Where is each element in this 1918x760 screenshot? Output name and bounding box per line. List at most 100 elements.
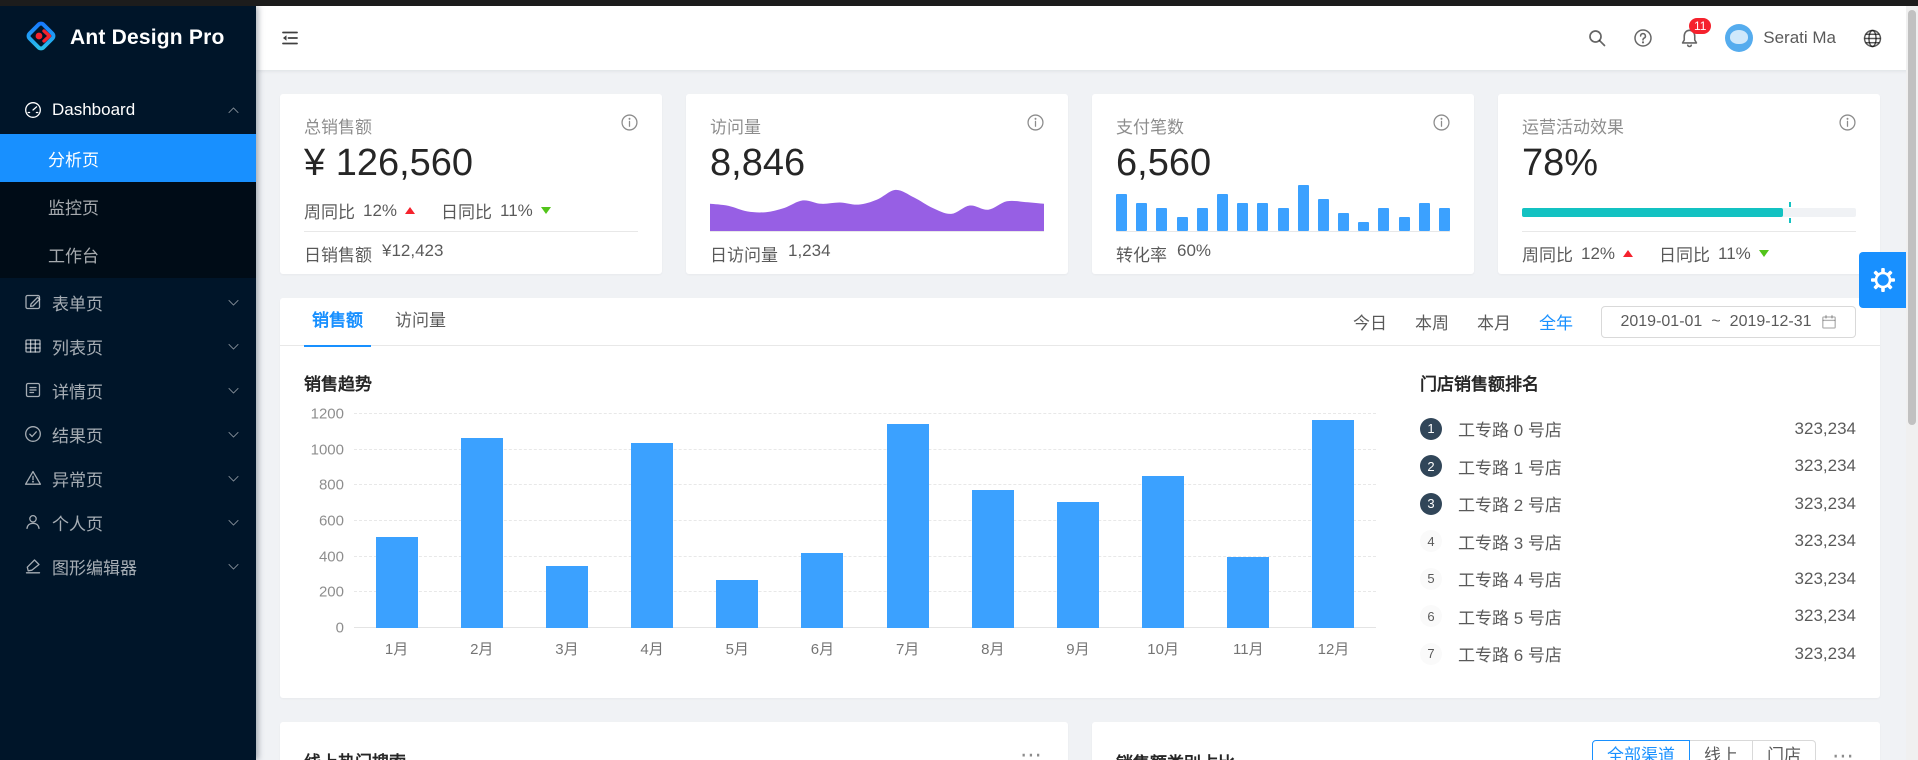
sales-bar[interactable]	[631, 442, 674, 628]
notification-bell-icon[interactable]: 11	[1669, 6, 1712, 70]
stat-value: 8,846	[710, 142, 806, 184]
stat-title: 支付笔数	[1116, 117, 1184, 137]
y-axis-label: 800	[318, 476, 344, 494]
range-link[interactable]: 今日	[1353, 314, 1387, 333]
ranking-row: 3 工专路 2 号店 323,234	[1420, 485, 1856, 523]
profile-icon	[24, 381, 42, 399]
help-icon[interactable]	[1623, 6, 1663, 70]
x-axis-label: 8月	[981, 640, 1005, 658]
x-axis-label: 4月	[640, 640, 664, 658]
sidebar-item-个人页[interactable]: 个人页	[0, 502, 256, 542]
sales-bar[interactable]	[1227, 556, 1270, 628]
channel-filter-线上[interactable]: 线上	[1690, 740, 1753, 760]
ranking-row: 2 工专路 1 号店 323,234	[1420, 448, 1856, 486]
store-name: 工专路 2 号店	[1458, 496, 1562, 516]
mini-bar	[1257, 203, 1269, 231]
info-icon[interactable]	[621, 114, 638, 136]
chevron-down-icon	[228, 558, 239, 570]
gridline: 1200	[311, 406, 1376, 423]
user-name: Serati Ma	[1763, 28, 1836, 47]
sales-bar[interactable]	[716, 579, 759, 628]
stat-title: 总销售额	[304, 117, 372, 137]
gridline: 1000	[311, 441, 1376, 458]
sidebar-subitem[interactable]: 分析页	[0, 134, 256, 182]
sales-category-title: 销售额类别占比	[1116, 749, 1235, 760]
range-link[interactable]: 全年	[1539, 314, 1573, 333]
trend-week: 周同比 12%	[1522, 241, 1634, 266]
caret-up-icon	[1623, 250, 1634, 257]
channel-filter-全部渠道[interactable]: 全部渠道	[1592, 740, 1690, 760]
sales-bar[interactable]	[1142, 476, 1185, 628]
sales-bar[interactable]	[1056, 502, 1099, 628]
table-icon	[24, 337, 42, 355]
store-name: 工专路 1 号店	[1458, 458, 1562, 478]
x-axis-label: 6月	[810, 640, 835, 658]
stat-value: 78%	[1522, 142, 1599, 184]
mini-bar	[1176, 217, 1188, 231]
app-logo[interactable]: Ant Design Pro	[0, 6, 256, 70]
sales-bar[interactable]	[1312, 420, 1355, 628]
sidebar-subitem[interactable]: 监控页	[48, 198, 99, 218]
y-axis-label: 400	[318, 548, 344, 566]
stat-card-activity-effect: 运营活动效果 78% 周同比 12%	[1498, 94, 1880, 274]
info-icon[interactable]	[1027, 114, 1044, 136]
date-range-picker[interactable]: 2019-01-01 ~ 2019-12-31	[1601, 305, 1856, 338]
ranking-row: 4 工专路 3 号店 323,234	[1420, 523, 1856, 561]
store-name: 工专路 4 号店	[1458, 571, 1562, 591]
ant-design-logo-icon	[24, 19, 58, 58]
info-icon[interactable]	[1839, 114, 1856, 136]
sidebar-subitem[interactable]: 工作台	[48, 246, 99, 266]
rank-badge: 6	[1420, 605, 1442, 628]
range-link[interactable]: 本月	[1477, 314, 1511, 333]
sales-bar[interactable]	[545, 565, 588, 628]
caret-up-icon	[405, 207, 416, 214]
y-axis-label: 1000	[310, 441, 344, 459]
store-sales-value: 323,234	[1794, 531, 1856, 551]
sidebar-item-图形编辑器[interactable]: 图形编辑器	[0, 546, 256, 586]
sales-bar[interactable]	[375, 537, 418, 628]
range-link[interactable]: 本周	[1415, 314, 1449, 333]
sales-bar[interactable]	[886, 423, 929, 628]
visits-mini-area-chart	[710, 189, 1044, 231]
channel-filter-门店[interactable]: 门店	[1753, 740, 1816, 760]
sidebar-item-表单页[interactable]: 表单页	[0, 282, 256, 322]
info-icon[interactable]	[1433, 114, 1450, 136]
search-icon[interactable]	[1577, 6, 1617, 70]
more-icon[interactable]: ⋯	[1832, 743, 1856, 760]
chevron-down-icon	[228, 338, 239, 350]
sales-bar[interactable]	[971, 489, 1014, 628]
stat-footer-value: 1,234	[788, 241, 831, 260]
account-menu[interactable]: Serati Ma	[1715, 6, 1846, 70]
sidebar-item-结果页[interactable]: 结果页	[0, 414, 256, 454]
sidebar-item-dashboard[interactable]: Dashboard	[0, 90, 256, 130]
theme-settings-button[interactable]	[1859, 252, 1906, 308]
store-ranking-list: 1 工专路 0 号店 323,234 2 工专路 1 号店 323,234 3 工专…	[1420, 410, 1856, 673]
sidebar-item-列表页[interactable]: 列表页	[0, 326, 256, 366]
stat-card-row: 总销售额 ¥ 126,560 周同比 12% 日同比 11%	[280, 94, 1880, 274]
store-sales-value: 323,234	[1794, 456, 1856, 476]
hot-search-card: 线上热门搜索 ⋯	[280, 722, 1068, 760]
rank-badge: 1	[1420, 417, 1442, 440]
more-icon[interactable]: ⋯	[1020, 742, 1044, 760]
scrollbar-thumb[interactable]	[1908, 10, 1916, 425]
page-scrollbar[interactable]	[1906, 6, 1918, 760]
sidebar-item-异常页[interactable]: 异常页	[0, 458, 256, 498]
sales-bar[interactable]	[801, 553, 844, 628]
y-axis-label: 1200	[310, 405, 344, 423]
caret-down-icon	[540, 207, 551, 214]
menu-fold-icon[interactable]	[256, 6, 324, 70]
sales-bar[interactable]	[460, 438, 503, 628]
stat-footer-label: 日销售额	[304, 246, 372, 265]
stat-footer-value: ¥12,423	[382, 241, 444, 260]
y-axis-label: 200	[318, 583, 344, 601]
mini-bar	[1216, 194, 1228, 231]
tab-visits[interactable]: 访问量	[395, 310, 446, 330]
language-globe-icon[interactable]	[1852, 6, 1892, 70]
rank-badge: 7	[1420, 642, 1442, 665]
sales-bar-chart: 1200 1000 800 600 400 200 0	[311, 406, 1376, 637]
mini-bar	[1338, 212, 1350, 231]
store-sales-value: 323,234	[1794, 568, 1856, 588]
tab-sales[interactable]: 销售额	[296, 298, 379, 347]
sidebar-item-详情页[interactable]: 详情页	[0, 370, 256, 410]
